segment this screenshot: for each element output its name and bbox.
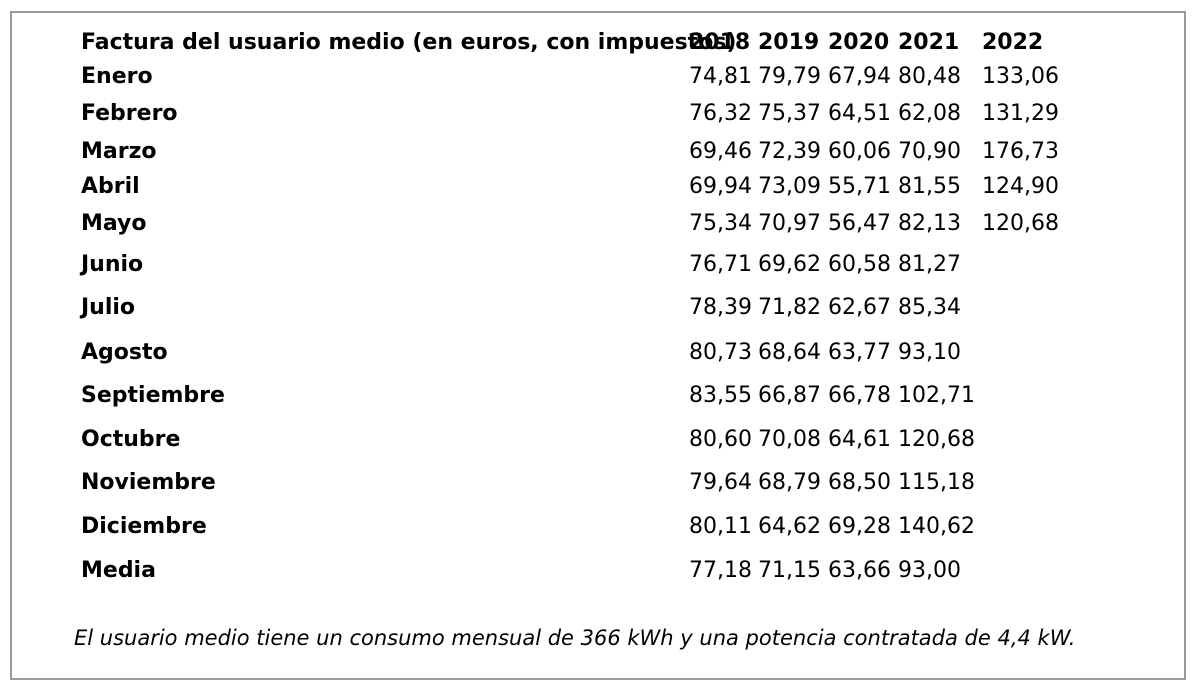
- table-cell: 83,55: [689, 383, 752, 408]
- row-label: Diciembre: [81, 514, 207, 539]
- table-cell: 76,32: [689, 101, 752, 126]
- row-label: Enero: [81, 64, 153, 89]
- table-cell: 133,06: [982, 64, 1059, 89]
- table-cell: 69,62: [758, 252, 821, 277]
- table-cell: 68,79: [758, 470, 821, 495]
- table-cell: 72,39: [758, 139, 821, 164]
- table-cell: 81,27: [898, 252, 961, 277]
- row-label: Julio: [81, 295, 136, 320]
- row-label: Octubre: [81, 427, 181, 452]
- table-cell: 77,18: [689, 558, 752, 583]
- row-label: Media: [81, 558, 156, 583]
- table-cell: 71,82: [758, 295, 821, 320]
- table-cell: 60,58: [828, 252, 891, 277]
- table-cell: 93,10: [898, 340, 961, 365]
- table-cell: 79,79: [758, 64, 821, 89]
- table-cell: 81,55: [898, 174, 961, 199]
- row-label: Febrero: [81, 101, 178, 126]
- row-label: Junio: [81, 252, 144, 277]
- table-cell: 75,34: [689, 211, 752, 236]
- table-cell: 66,87: [758, 383, 821, 408]
- table-cell: 124,90: [982, 174, 1059, 199]
- table-cell: 93,00: [898, 558, 961, 583]
- table-cell: 55,71: [828, 174, 891, 199]
- row-label: Agosto: [81, 340, 168, 365]
- year-header: 2018: [689, 30, 751, 55]
- table-cell: 68,50: [828, 470, 891, 495]
- row-label: Abril: [81, 174, 140, 199]
- table-cell: 80,48: [898, 64, 961, 89]
- table-cell: 115,18: [898, 470, 975, 495]
- table-cell: 70,08: [758, 427, 821, 452]
- table-cell: 63,77: [828, 340, 891, 365]
- table-cell: 62,08: [898, 101, 961, 126]
- table-cell: 70,97: [758, 211, 821, 236]
- table-cell: 69,28: [828, 514, 891, 539]
- table-cell: 69,46: [689, 139, 752, 164]
- table-cell: 66,78: [828, 383, 891, 408]
- row-label: Septiembre: [81, 383, 225, 408]
- row-label: Noviembre: [81, 470, 216, 495]
- table-cell: 69,94: [689, 174, 752, 199]
- table-cell: 64,51: [828, 101, 891, 126]
- table-cell: 140,62: [898, 514, 975, 539]
- year-header: 2021: [898, 30, 960, 55]
- row-label: Marzo: [81, 139, 157, 164]
- table-cell: 74,81: [689, 64, 752, 89]
- table-cell: 85,34: [898, 295, 961, 320]
- table-cell: 60,06: [828, 139, 891, 164]
- table-cell: 68,64: [758, 340, 821, 365]
- table-frame: [10, 11, 1186, 680]
- table-cell: 70,90: [898, 139, 961, 164]
- table-cell: 102,71: [898, 383, 975, 408]
- table-header-label: Factura del usuario medio (en euros, con…: [81, 30, 737, 55]
- table-cell: 80,11: [689, 514, 752, 539]
- table-cell: 176,73: [982, 139, 1059, 164]
- year-header: 2019: [758, 30, 820, 55]
- table-cell: 120,68: [982, 211, 1059, 236]
- table-cell: 75,37: [758, 101, 821, 126]
- table-cell: 56,47: [828, 211, 891, 236]
- table-cell: 64,62: [758, 514, 821, 539]
- table-cell: 71,15: [758, 558, 821, 583]
- table-cell: 76,71: [689, 252, 752, 277]
- table-cell: 80,73: [689, 340, 752, 365]
- table-cell: 62,67: [828, 295, 891, 320]
- table-cell: 67,94: [828, 64, 891, 89]
- year-header: 2020: [828, 30, 890, 55]
- table-cell: 131,29: [982, 101, 1059, 126]
- table-cell: 80,60: [689, 427, 752, 452]
- row-label: Mayo: [81, 211, 147, 236]
- table-cell: 63,66: [828, 558, 891, 583]
- table-cell: 79,64: [689, 470, 752, 495]
- table-cell: 64,61: [828, 427, 891, 452]
- footnote: El usuario medio tiene un consumo mensua…: [74, 626, 1076, 650]
- table-cell: 78,39: [689, 295, 752, 320]
- table-cell: 120,68: [898, 427, 975, 452]
- year-header: 2022: [982, 30, 1044, 55]
- table-cell: 73,09: [758, 174, 821, 199]
- table-cell: 82,13: [898, 211, 961, 236]
